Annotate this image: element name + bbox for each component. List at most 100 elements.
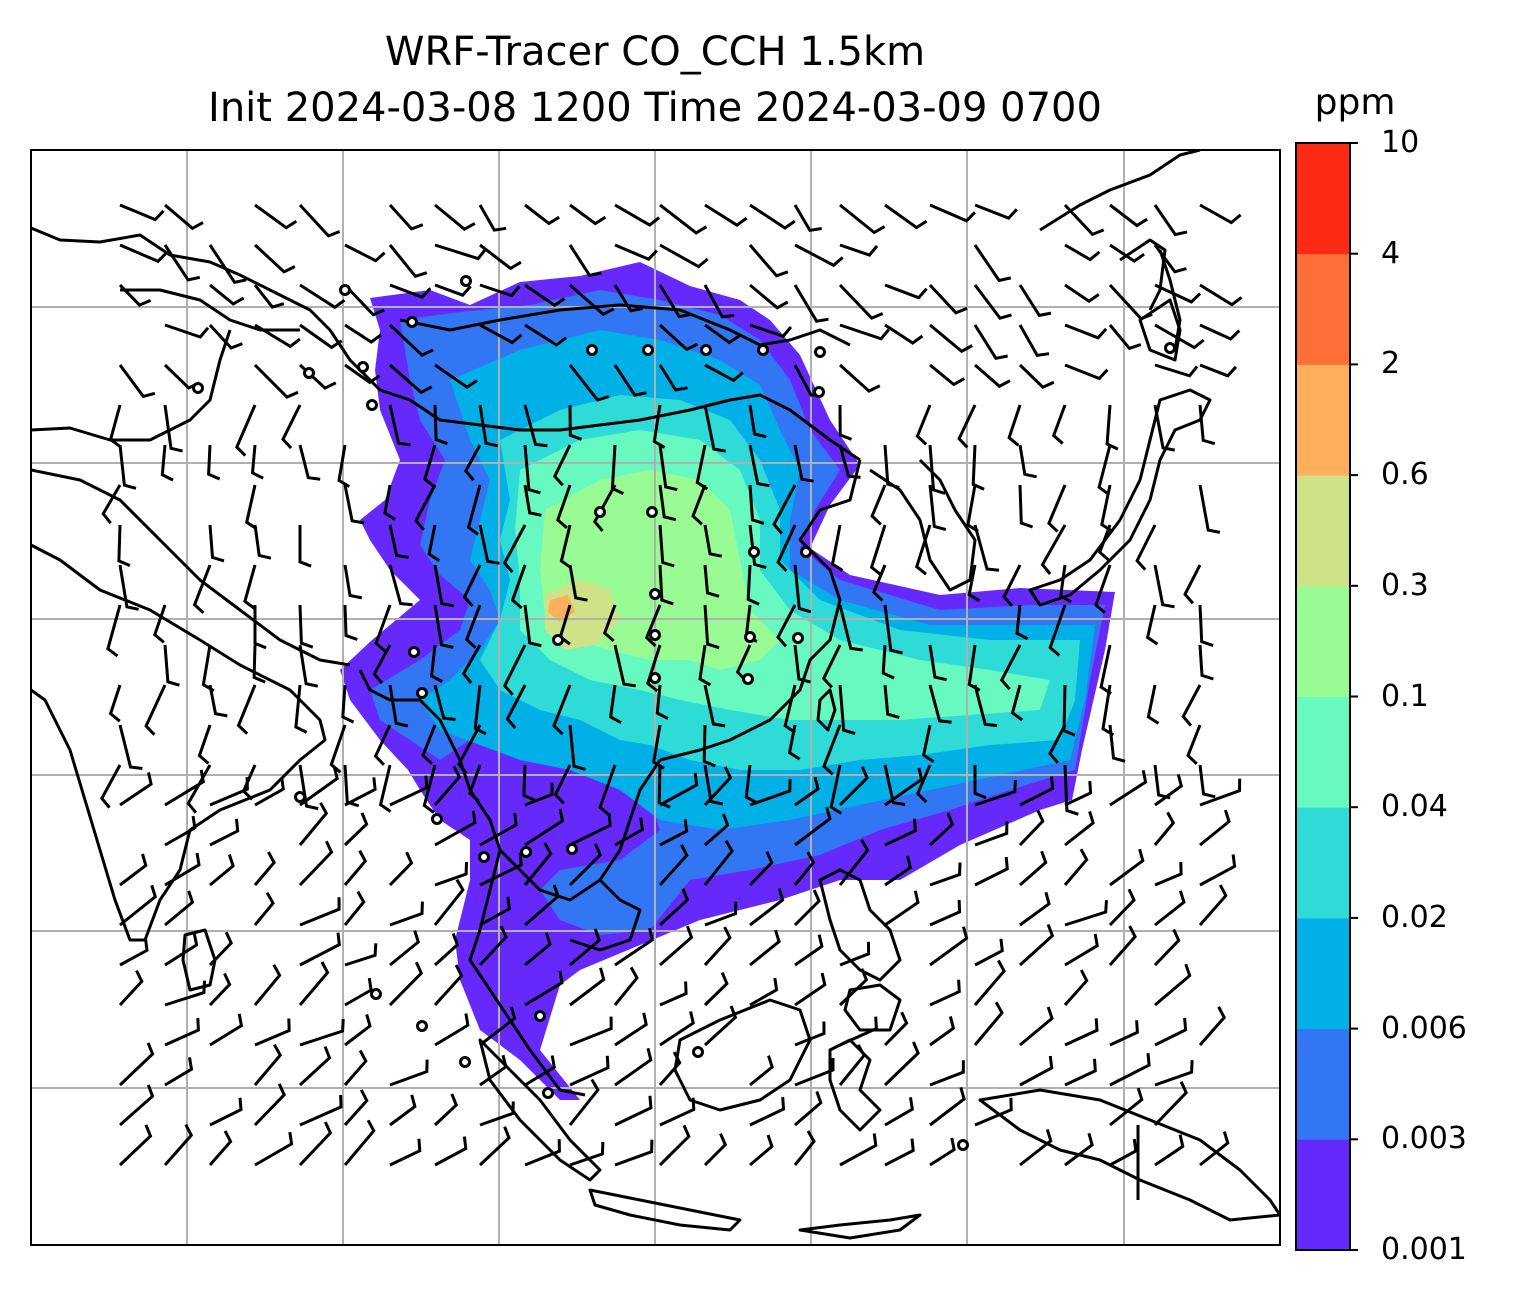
wind-barb xyxy=(655,684,669,720)
wind-barb xyxy=(298,525,312,568)
borneo xyxy=(673,998,812,1112)
wind-barb xyxy=(822,724,842,776)
thailand-peninsula xyxy=(468,849,586,1097)
wind-barb xyxy=(974,203,1018,220)
wind-barb xyxy=(1108,888,1136,927)
wind-barb xyxy=(1064,1018,1099,1047)
wind-barb xyxy=(433,404,448,446)
wind-barb xyxy=(433,932,460,967)
wind-barb xyxy=(659,981,688,1007)
wind-barb xyxy=(929,363,966,387)
java xyxy=(588,1188,742,1232)
sakhalin xyxy=(1158,249,1182,351)
wind-barb xyxy=(254,203,298,230)
colorbar-segment xyxy=(1296,475,1350,587)
wind-barb xyxy=(254,1018,291,1047)
wind-barb xyxy=(703,524,723,558)
west-border xyxy=(31,329,232,442)
colorbar-tick-label: 2 xyxy=(1381,346,1401,382)
wind-barb xyxy=(524,884,560,927)
calm-wind-circle xyxy=(748,546,760,558)
wind-barb xyxy=(704,363,744,383)
wind-barb xyxy=(298,203,341,238)
wind-barb xyxy=(1108,283,1153,321)
wind-barb xyxy=(1198,604,1214,648)
wind-barb xyxy=(163,1123,194,1166)
wind-barb xyxy=(974,821,1009,847)
colorbar-segment xyxy=(1296,1028,1350,1140)
wind-barb xyxy=(433,964,464,1007)
wind-barb xyxy=(957,404,977,449)
wind-barb xyxy=(884,1138,915,1167)
wind-barb xyxy=(839,243,879,257)
wind-barb xyxy=(208,1130,233,1166)
colorbar-tick-label: 0.3 xyxy=(1381,567,1429,603)
calm-wind-circle xyxy=(431,813,443,825)
wind-barb xyxy=(569,283,615,317)
wind-barb xyxy=(118,444,137,490)
wind-barb xyxy=(973,324,1008,360)
wind-barb xyxy=(658,484,677,522)
wind-barb xyxy=(388,404,411,447)
colorbar-segment xyxy=(1296,364,1350,476)
wind-barb xyxy=(1064,933,1099,967)
wind-barb xyxy=(703,1005,738,1047)
wind-barb xyxy=(522,764,536,802)
wind-barb xyxy=(434,1013,470,1047)
wind-barb xyxy=(253,891,275,926)
wind-barb xyxy=(523,484,542,517)
wind-barb xyxy=(1154,861,1183,887)
wind-barb xyxy=(344,943,378,967)
wind-barb xyxy=(1040,524,1067,575)
wind-barb xyxy=(344,977,373,1007)
wind-barb xyxy=(973,765,987,800)
wind-barb xyxy=(749,929,781,967)
wind-barb xyxy=(704,203,748,228)
wind-barb xyxy=(973,959,1006,1006)
colorbar-segment xyxy=(1296,253,1350,365)
wind-barb xyxy=(298,604,314,649)
wind-barb xyxy=(201,644,215,693)
wind-barb xyxy=(568,724,586,771)
wind-barb xyxy=(478,1126,511,1167)
wind-barb xyxy=(838,839,870,886)
wind-barb xyxy=(973,284,1012,320)
wind-barb xyxy=(523,842,553,886)
wind-barb xyxy=(164,323,210,339)
wind-barb xyxy=(389,1094,417,1127)
wind-barb xyxy=(1018,809,1045,847)
wind-barb xyxy=(1064,1132,1094,1167)
wind-barb xyxy=(614,1047,653,1087)
wind-barb xyxy=(614,1139,654,1167)
wind-barb xyxy=(1064,1058,1097,1087)
wind-barb xyxy=(929,203,976,223)
wind-barb xyxy=(598,764,617,817)
wind-barb xyxy=(1154,1134,1185,1167)
wind-barb xyxy=(119,772,153,807)
wind-barb xyxy=(929,1086,966,1127)
wind-barb xyxy=(1097,444,1112,496)
wind-barb xyxy=(209,1097,243,1127)
wind-barb xyxy=(388,244,428,279)
wind-barb xyxy=(209,1013,244,1047)
wind-barb xyxy=(299,1018,345,1047)
wind-barb xyxy=(829,764,843,815)
calm-wind-circle xyxy=(357,361,369,373)
wind-barb xyxy=(253,363,299,399)
wind-barb xyxy=(1199,283,1243,307)
wind-barb xyxy=(388,564,413,607)
wind-barb xyxy=(388,203,424,231)
wind-barb xyxy=(552,444,572,487)
wind-barb xyxy=(118,564,139,611)
wind-barb xyxy=(568,843,602,887)
wind-barb xyxy=(793,564,812,614)
hokkaido xyxy=(1138,298,1182,362)
wind-barb xyxy=(973,684,998,728)
wind-barb xyxy=(118,364,156,399)
wind-barb xyxy=(1186,724,1202,765)
wind-barb xyxy=(373,724,392,766)
wind-barb xyxy=(243,564,257,610)
calm-wind-circle xyxy=(757,344,769,356)
wind-barb xyxy=(704,813,730,847)
wind-barb xyxy=(343,849,368,886)
